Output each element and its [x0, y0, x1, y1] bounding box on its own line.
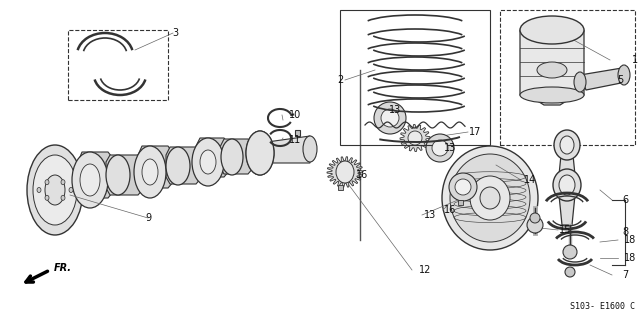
Text: 13: 13 — [389, 105, 401, 115]
Polygon shape — [220, 139, 258, 174]
Ellipse shape — [303, 136, 317, 162]
Ellipse shape — [450, 154, 530, 242]
Ellipse shape — [192, 138, 224, 186]
Text: S103- E1600 C: S103- E1600 C — [570, 302, 635, 311]
Ellipse shape — [553, 169, 581, 201]
Text: 1: 1 — [632, 55, 638, 65]
Text: FR.: FR. — [54, 263, 72, 273]
Ellipse shape — [61, 195, 65, 200]
Ellipse shape — [381, 109, 399, 127]
Polygon shape — [580, 68, 626, 90]
Text: 7: 7 — [622, 270, 628, 280]
Polygon shape — [458, 200, 463, 205]
Text: 13: 13 — [424, 210, 436, 220]
Polygon shape — [558, 145, 576, 225]
Ellipse shape — [33, 155, 77, 225]
Text: 3: 3 — [172, 28, 178, 38]
Text: 16: 16 — [356, 170, 368, 180]
Polygon shape — [78, 152, 120, 198]
Text: 18: 18 — [624, 235, 636, 245]
Text: 10: 10 — [289, 110, 301, 120]
Text: 17: 17 — [469, 127, 481, 137]
Ellipse shape — [45, 175, 65, 205]
Text: 14: 14 — [524, 175, 536, 185]
Polygon shape — [400, 124, 430, 152]
Polygon shape — [196, 138, 234, 177]
Ellipse shape — [134, 146, 166, 198]
Bar — [340, 10, 490, 145]
Polygon shape — [260, 136, 310, 163]
Ellipse shape — [618, 65, 630, 85]
Ellipse shape — [530, 213, 540, 223]
Ellipse shape — [574, 72, 586, 92]
Text: 15: 15 — [559, 225, 571, 235]
Ellipse shape — [200, 150, 216, 174]
Text: 18: 18 — [624, 253, 636, 263]
Ellipse shape — [563, 245, 577, 259]
Text: 13: 13 — [444, 143, 456, 153]
Ellipse shape — [246, 131, 274, 175]
Text: 11: 11 — [289, 135, 301, 145]
Ellipse shape — [72, 152, 108, 208]
Ellipse shape — [455, 179, 471, 195]
Ellipse shape — [560, 136, 574, 154]
Text: 2: 2 — [337, 75, 343, 85]
Ellipse shape — [221, 139, 243, 175]
Ellipse shape — [69, 188, 73, 192]
Ellipse shape — [142, 159, 158, 185]
Text: 12: 12 — [419, 265, 431, 275]
Ellipse shape — [253, 142, 267, 164]
Ellipse shape — [166, 147, 190, 185]
Bar — [68, 30, 168, 100]
Ellipse shape — [61, 180, 65, 185]
Polygon shape — [106, 155, 148, 195]
Ellipse shape — [554, 130, 580, 160]
Ellipse shape — [527, 217, 543, 233]
Ellipse shape — [520, 16, 584, 44]
Bar — [500, 10, 635, 145]
Polygon shape — [138, 146, 178, 188]
Polygon shape — [520, 30, 584, 105]
Ellipse shape — [442, 146, 538, 250]
Ellipse shape — [449, 173, 477, 201]
Polygon shape — [166, 147, 206, 184]
Ellipse shape — [520, 87, 584, 103]
Polygon shape — [338, 185, 343, 190]
Text: 5: 5 — [617, 75, 623, 85]
Ellipse shape — [246, 131, 274, 175]
Ellipse shape — [432, 140, 448, 156]
Ellipse shape — [565, 267, 575, 277]
Text: 6: 6 — [622, 195, 628, 205]
Ellipse shape — [27, 145, 83, 235]
Ellipse shape — [374, 102, 406, 134]
Ellipse shape — [426, 134, 454, 162]
Text: 9: 9 — [145, 213, 151, 223]
Polygon shape — [327, 157, 363, 187]
Ellipse shape — [106, 155, 130, 195]
Ellipse shape — [45, 180, 49, 185]
Ellipse shape — [336, 161, 354, 183]
Ellipse shape — [559, 175, 575, 195]
Ellipse shape — [537, 62, 567, 78]
Ellipse shape — [408, 131, 422, 145]
Ellipse shape — [480, 187, 500, 209]
Ellipse shape — [37, 188, 41, 192]
Text: 8: 8 — [622, 227, 628, 237]
Text: 16: 16 — [444, 205, 456, 215]
Polygon shape — [295, 130, 300, 136]
Ellipse shape — [470, 176, 510, 220]
Ellipse shape — [80, 164, 100, 196]
Ellipse shape — [45, 195, 49, 200]
